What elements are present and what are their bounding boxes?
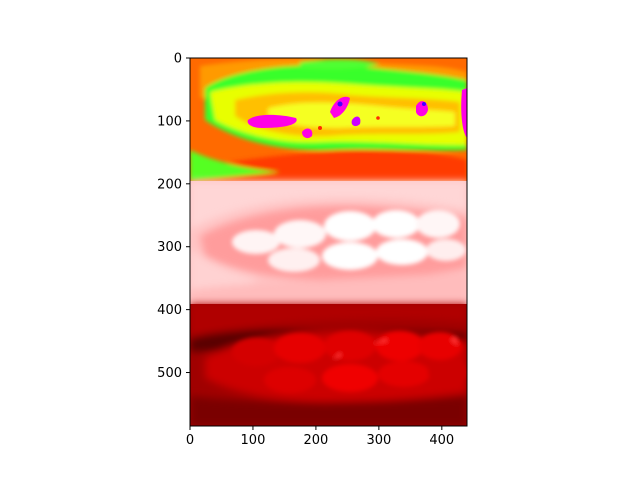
- axes-frame: [189, 57, 468, 427]
- y-tick-label: 200: [157, 177, 182, 192]
- x-tick-label: 200: [303, 433, 328, 448]
- x-tick-label: 0: [186, 433, 194, 448]
- y-tick-label: 100: [157, 114, 182, 129]
- y-tick-label: 500: [157, 366, 182, 381]
- magenta-spots: [247, 88, 467, 139]
- x-tick-label: 300: [366, 433, 391, 448]
- panel-false-color: [190, 58, 467, 181]
- y-tick-label: 300: [157, 240, 182, 255]
- teeth-light: [232, 210, 466, 272]
- y-axis: 0 100 200 300 400 500: [157, 52, 190, 381]
- x-tick-label: 400: [429, 433, 454, 448]
- image-area: [190, 58, 467, 426]
- teeth-dark: [232, 331, 467, 393]
- x-tick-label: 100: [241, 433, 266, 448]
- x-axis: 0 100 200 300 400: [186, 426, 454, 448]
- panel-dark-red: [190, 304, 467, 426]
- y-tick-label: 0: [174, 52, 182, 67]
- panel-light-red: [190, 181, 467, 304]
- y-tick-label: 400: [157, 303, 182, 318]
